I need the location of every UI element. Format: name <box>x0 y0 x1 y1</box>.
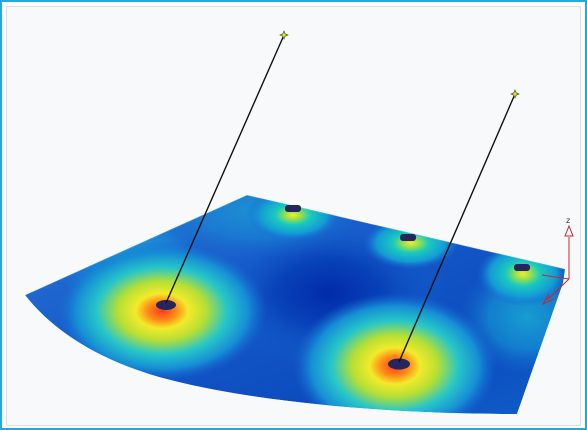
light-poles <box>165 34 516 363</box>
fixture-marker-back-right[interactable] <box>514 264 530 271</box>
fixture-marker-back-center[interactable] <box>400 234 416 241</box>
pole-top-star-front[interactable] <box>510 89 520 99</box>
fixture-marker-left[interactable] <box>156 300 176 310</box>
3d-scene[interactable]: z <box>7 7 580 425</box>
z-axis-label: z <box>566 216 570 225</box>
pole-line-left[interactable] <box>165 34 285 304</box>
3d-viewport[interactable]: z <box>6 6 581 426</box>
fixture-marker-front[interactable] <box>388 358 410 370</box>
light-fixture-markers <box>156 205 530 370</box>
pole-top-star-left[interactable] <box>279 30 289 40</box>
pole-line-front[interactable] <box>398 93 516 363</box>
heatmap-surface[interactable] <box>25 164 580 425</box>
axis-triad[interactable]: z <box>541 216 574 306</box>
fixture-marker-back-left[interactable] <box>285 205 301 212</box>
pole-top-markers <box>279 30 520 99</box>
